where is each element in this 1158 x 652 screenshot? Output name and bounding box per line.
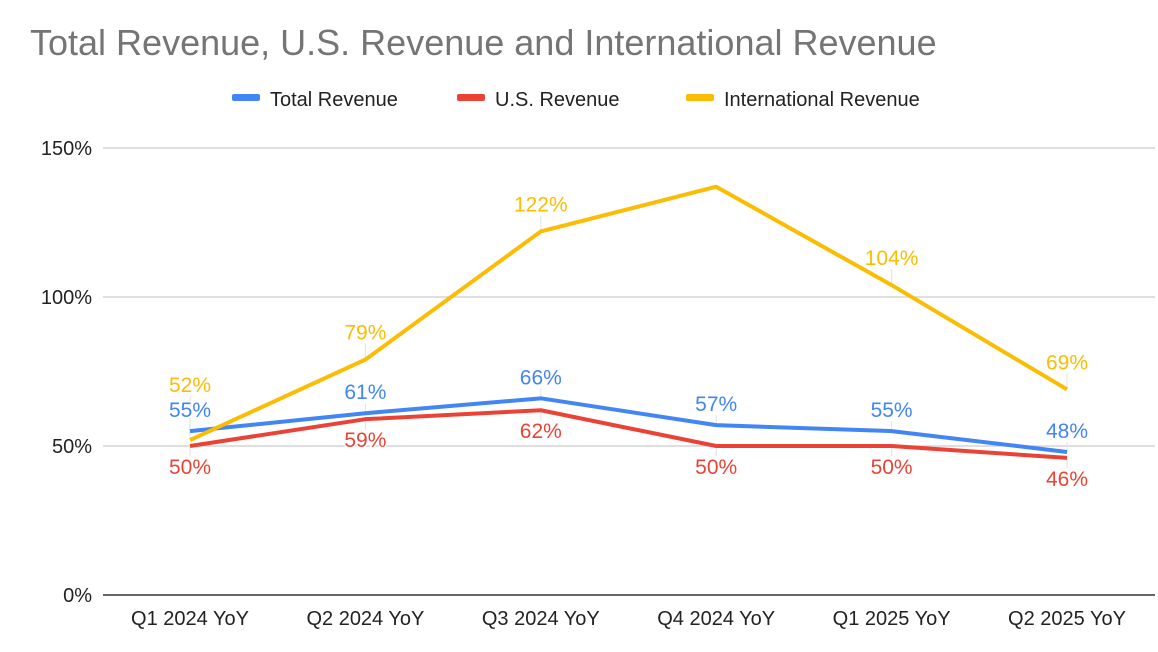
x-tick-label: Q2 2025 YoY (1008, 608, 1126, 630)
y-tick-label: 50% (52, 436, 92, 458)
x-tick-label: Q3 2024 YoY (482, 608, 600, 630)
data-label: 55% (871, 399, 913, 422)
data-label: 46% (1046, 468, 1088, 491)
series-line-total-revenue (189, 396, 1068, 454)
x-tick-label: Q1 2025 YoY (833, 608, 951, 630)
y-tick-label: 0% (63, 585, 92, 607)
data-label: 50% (871, 456, 913, 479)
y-axis: 0% 50% 100% 150% (41, 138, 92, 607)
data-label: 79% (344, 322, 386, 345)
series-lines (189, 184, 1069, 460)
data-label: 48% (1046, 420, 1088, 443)
data-label: 55% (169, 399, 211, 422)
data-label: 61% (344, 381, 386, 404)
data-label: 50% (169, 456, 211, 479)
data-label: 50% (695, 456, 737, 479)
x-axis: Q1 2024 YoY Q2 2024 YoY Q3 2024 YoY Q4 2024… (131, 608, 1126, 630)
legend-swatch (457, 94, 485, 101)
x-tick-label: Q1 2024 YoY (131, 608, 249, 630)
y-tick-label: 150% (41, 138, 92, 160)
data-labels: 55% 50% 52% 61% 59% 79% 66% 62% 122% 57% 50% 55% 50%… (167, 192, 1089, 492)
legend-swatch (686, 94, 714, 101)
data-label: 104% (865, 247, 919, 270)
data-label: 66% (520, 366, 562, 389)
chart-title: Total Revenue, U.S. Revenue and Internat… (30, 22, 937, 63)
legend-label: Total Revenue (270, 89, 398, 111)
data-label: 59% (344, 429, 386, 452)
data-label: 62% (520, 420, 562, 443)
data-label: 69% (1046, 351, 1088, 374)
data-label: 52% (169, 374, 211, 397)
y-tick-label: 100% (41, 287, 92, 309)
legend: Total Revenue U.S. Revenue International R… (232, 89, 920, 111)
x-tick-label: Q4 2024 YoY (657, 608, 775, 630)
series-line-international-revenue (189, 184, 1069, 442)
gridlines (103, 147, 1155, 596)
x-tick-label: Q2 2024 YoY (306, 608, 424, 630)
legend-label: U.S. Revenue (495, 89, 620, 111)
data-label: 57% (695, 393, 737, 416)
series-line-u-s-revenue (189, 408, 1068, 460)
legend-label: International Revenue (724, 89, 920, 111)
legend-swatch (232, 94, 260, 101)
data-label: 122% (514, 193, 568, 216)
